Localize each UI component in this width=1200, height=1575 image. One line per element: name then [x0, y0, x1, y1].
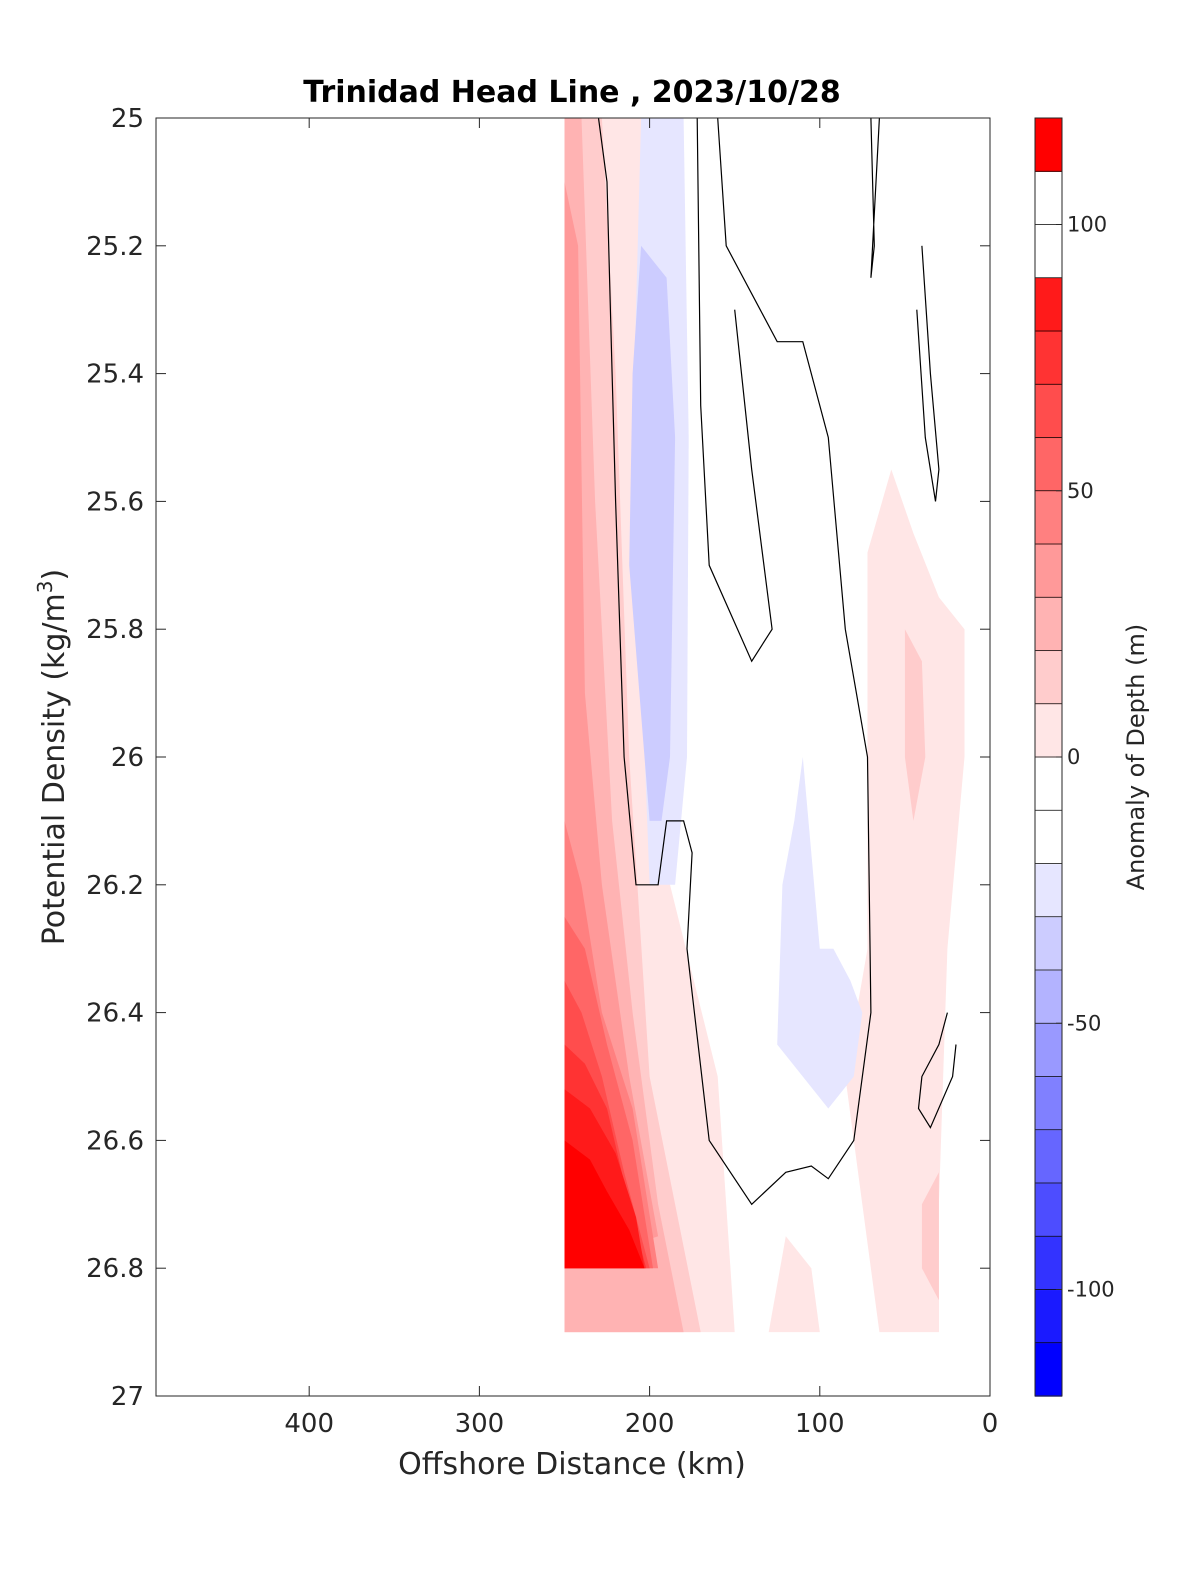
colorbar: 100 50 0 -50 -100: [1034, 117, 1115, 1397]
contour-line-0: [597, 118, 872, 1206]
y-tick-label: 26.8: [86, 1254, 144, 1284]
zero-contour-lines: [597, 118, 957, 1206]
contour-fill-pos100-9: [564, 1140, 645, 1269]
contour-line-3: [916, 245, 940, 502]
colorbar-segment: [1035, 810, 1062, 865]
colorbar-segment: [1035, 597, 1062, 652]
y-tick-label: 26.4: [86, 999, 144, 1029]
colorbar-tick-label: -50: [1067, 1011, 1101, 1035]
x-tick-label: 300: [455, 1409, 505, 1439]
colorbar-tick-label: 0: [1067, 745, 1080, 769]
y-tick-label: 25.2: [86, 232, 144, 262]
colorbar-segment: [1035, 1023, 1062, 1078]
colorbar-segment: [1035, 650, 1062, 705]
colorbar-segment: [1035, 1129, 1062, 1184]
y-axis: 25 25.2 25.4 25.6 25.8 26 26.2 26.4 26.6 26.8 27: [86, 104, 990, 1412]
x-axis: 400 300 200 100 0: [284, 118, 998, 1439]
x-tick-label: 0: [982, 1409, 999, 1439]
colorbar-label: Anomaly of Depth (m): [1122, 624, 1150, 891]
colorbar-segment: [1035, 384, 1062, 439]
colorbar-segment: [1035, 916, 1062, 971]
contour-fill-pos10-14: [768, 1236, 820, 1333]
contour-fill-pos20-13: [921, 1172, 939, 1301]
colorbar-segment: [1035, 1183, 1062, 1237]
chart-title: Trinidad Head Line , 2023/10/28: [303, 75, 840, 110]
x-tick-label: 200: [625, 1409, 675, 1439]
colorbar-segment: [1035, 863, 1062, 918]
contour-fill-pos20-11: [904, 629, 926, 821]
y-tick-label: 25.4: [86, 360, 144, 390]
y-axis-label: Potential Density (kg/m3): [33, 569, 72, 945]
y-tick-label: 26.2: [86, 871, 144, 901]
colorbar-tick-label: 50: [1067, 479, 1094, 503]
y-tick-label: 25: [111, 104, 144, 134]
filled-contours: [564, 118, 965, 1333]
colorbar-segment: [1035, 757, 1062, 811]
y-tick-label: 25.6: [86, 487, 144, 517]
colorbar-segment: [1035, 544, 1062, 598]
contour-line-2: [870, 118, 880, 278]
colorbar-segment: [1035, 437, 1062, 492]
colorbar-segment: [1035, 703, 1062, 758]
colorbar-segment: [1035, 1236, 1062, 1291]
colorbar-segment: [1035, 970, 1062, 1024]
colorbar-segment: [1035, 331, 1062, 385]
colorbar-segment: [1035, 277, 1062, 332]
colorbar-tick-label: 100: [1067, 213, 1107, 237]
x-axis-label: Offshore Distance (km): [398, 1447, 746, 1482]
y-tick-label: 26.6: [86, 1126, 144, 1156]
colorbar-segment: [1035, 1076, 1062, 1131]
contour-fill-neg10-17: [777, 757, 863, 1109]
contour-line-1: [696, 118, 773, 663]
y-axis-label-main: Potential Density (kg/m: [37, 593, 72, 945]
colorbar-segment: [1035, 1289, 1062, 1344]
x-tick-label: 400: [284, 1409, 334, 1439]
colorbar-tick-label: -100: [1067, 1278, 1115, 1302]
colorbar-segment: [1035, 490, 1062, 545]
y-axis-label-sup: 3: [33, 580, 57, 593]
colorbar-segment: [1035, 118, 1062, 172]
contour-line-4: [917, 1012, 957, 1129]
x-tick-label: 100: [795, 1409, 845, 1439]
y-tick-label: 25.8: [86, 615, 144, 645]
plot-area: [156, 118, 990, 1396]
y-tick-label: 26: [111, 743, 144, 773]
y-tick-label: 27: [111, 1382, 144, 1412]
y-axis-label-close: ): [37, 569, 72, 581]
contour-fill-neg20-16: [629, 245, 676, 821]
colorbar-segment: [1035, 1342, 1062, 1397]
